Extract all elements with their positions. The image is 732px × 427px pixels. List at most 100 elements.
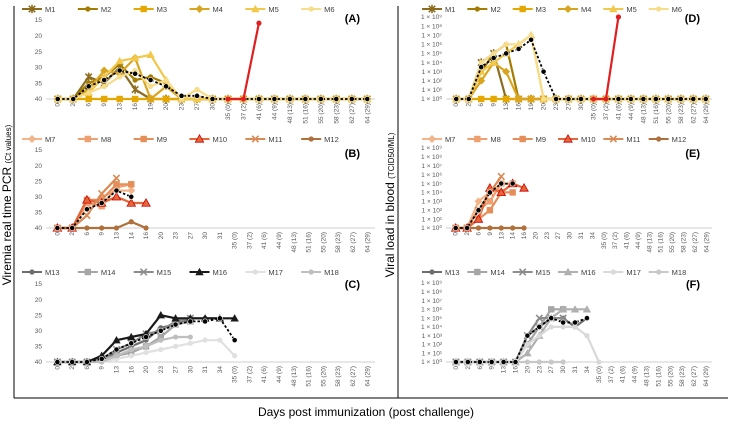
series-line bbox=[456, 317, 588, 363]
legend-marker bbox=[563, 133, 573, 143]
panel-label-d: (D) bbox=[685, 13, 701, 25]
data-point bbox=[202, 337, 208, 343]
data-point bbox=[477, 76, 486, 85]
xtick-label: 2 bbox=[69, 232, 76, 236]
xtick-label: 34 bbox=[589, 232, 596, 240]
legend-item-m12: M12 bbox=[301, 135, 339, 144]
xtick-label: 44 (9) bbox=[635, 232, 642, 249]
xtick-label: 62 (27) bbox=[692, 232, 699, 253]
xtick-label: 44 (9) bbox=[276, 232, 283, 249]
data-point bbox=[113, 346, 120, 353]
legend-item-m3: M3 bbox=[512, 5, 546, 14]
xtick-label: 37 (2) bbox=[608, 366, 615, 383]
series-mean bbox=[453, 36, 709, 102]
data-point bbox=[640, 96, 647, 102]
data-point bbox=[527, 95, 536, 103]
xtick-label: 35 (0) bbox=[601, 232, 608, 249]
xtick-label: 23 bbox=[158, 366, 165, 374]
legend-item-m16: M16 bbox=[558, 267, 596, 277]
data-point bbox=[677, 96, 684, 102]
data-point bbox=[256, 96, 262, 102]
data-point bbox=[128, 181, 135, 188]
xtick-label: 35 (0) bbox=[232, 232, 239, 249]
panel-label-f: (F) bbox=[686, 279, 700, 291]
data-point bbox=[565, 96, 572, 102]
data-point bbox=[516, 41, 522, 47]
data-point bbox=[85, 95, 92, 103]
legend-item-m1: M1 bbox=[422, 4, 455, 14]
legend-item-m14: M14 bbox=[467, 268, 505, 277]
xtick-label: 51 (16) bbox=[658, 232, 665, 253]
data-point bbox=[521, 225, 527, 231]
data-point bbox=[101, 83, 107, 89]
ytick-label: 15 bbox=[35, 147, 43, 154]
legend-label: M15 bbox=[536, 268, 551, 277]
ytick-label: 40 bbox=[35, 359, 43, 366]
legend-marker bbox=[563, 267, 573, 276]
data-point bbox=[478, 59, 484, 66]
data-point bbox=[232, 353, 238, 359]
data-point bbox=[112, 335, 121, 344]
xtick-label: 0 bbox=[54, 232, 61, 236]
legend-label: M1 bbox=[445, 5, 455, 14]
legend-item-m13: M13 bbox=[422, 268, 460, 277]
legend-marker bbox=[308, 136, 314, 142]
data-point bbox=[570, 305, 580, 313]
xtick-label: 35 (0) bbox=[225, 103, 232, 120]
data-point bbox=[101, 77, 108, 83]
left-ylabel: Viremia real time PCR (Ct values) bbox=[0, 124, 14, 285]
legend-label: M10 bbox=[581, 135, 596, 144]
data-point bbox=[128, 353, 134, 359]
legend-item-m8: M8 bbox=[467, 135, 501, 144]
legend-item-m15: M15 bbox=[133, 268, 171, 277]
legend-item-m18: M18 bbox=[301, 268, 339, 277]
legend-label: M2 bbox=[101, 5, 111, 14]
xtick-label: 6 bbox=[84, 366, 91, 370]
xtick-label: 13 bbox=[117, 103, 124, 111]
legend-marker bbox=[428, 4, 436, 14]
ytick-label: 1 × 10³ bbox=[422, 69, 443, 76]
xtick-label: 58 (23) bbox=[679, 366, 686, 387]
data-point bbox=[86, 90, 92, 96]
data-point bbox=[509, 189, 516, 196]
legend-marker bbox=[428, 135, 436, 143]
xtick-label: 20 bbox=[532, 232, 539, 240]
xtick-label: 55 (20) bbox=[667, 366, 674, 387]
ytick-label: 25 bbox=[35, 49, 43, 56]
data-point bbox=[143, 225, 149, 231]
data-point bbox=[548, 324, 554, 330]
legend-marker bbox=[474, 135, 481, 143]
data-point bbox=[70, 96, 77, 102]
legend-label: M8 bbox=[490, 135, 500, 144]
legend-marker bbox=[564, 5, 572, 13]
data-point bbox=[128, 340, 135, 347]
data-point bbox=[572, 324, 578, 330]
legend-item-m15: M15 bbox=[512, 268, 551, 277]
legend-label: M11 bbox=[626, 135, 640, 144]
xtick-label: 44 (9) bbox=[271, 103, 278, 120]
xtick-label: 0 bbox=[55, 103, 62, 107]
legend-label: M4 bbox=[581, 5, 591, 14]
ytick-label: 30 bbox=[35, 65, 43, 72]
data-point bbox=[535, 314, 544, 322]
data-point bbox=[603, 96, 609, 102]
xtick-label: 27 bbox=[566, 103, 573, 111]
xtick-label: 23 bbox=[179, 103, 186, 111]
data-point bbox=[464, 359, 471, 365]
left-ylabel-unit: (Ct values) bbox=[4, 124, 13, 163]
xtick-label: 35 (0) bbox=[590, 103, 597, 120]
xtick-label: 44 (9) bbox=[632, 366, 639, 383]
data-point bbox=[132, 77, 138, 83]
xtick-label: 27 bbox=[548, 366, 555, 374]
data-point bbox=[665, 96, 672, 102]
data-point bbox=[163, 77, 169, 83]
data-point bbox=[477, 95, 485, 103]
series-line bbox=[456, 61, 706, 101]
data-point bbox=[519, 182, 529, 192]
legend-item-m18: M18 bbox=[648, 268, 686, 277]
xtick-label: 58 (23) bbox=[681, 232, 688, 253]
xtick-label: 30 bbox=[560, 366, 567, 374]
ytick-label: 1 × 10⁶ bbox=[421, 307, 442, 314]
xtick-label: 55 (20) bbox=[320, 232, 327, 253]
data-point bbox=[157, 327, 164, 334]
